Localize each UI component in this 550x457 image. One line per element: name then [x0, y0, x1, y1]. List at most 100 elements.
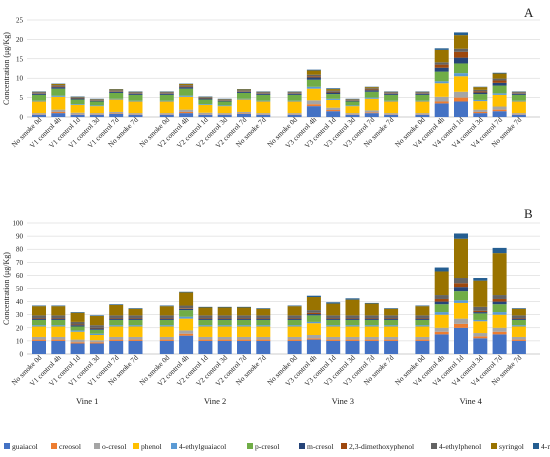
bar-segment: [384, 318, 399, 320]
bar-segment: [345, 319, 360, 326]
bar-segment: [384, 339, 399, 341]
bar-segment: [473, 109, 488, 112]
bar-segment: [89, 340, 104, 343]
bar-segment: [415, 340, 430, 354]
bar-segment: [256, 317, 271, 319]
bar-segment: [415, 317, 430, 319]
bar-segment: [32, 340, 46, 354]
bar-segment: [89, 315, 104, 317]
bar-segment: [128, 93, 143, 95]
bar-segment: [51, 305, 66, 307]
bar-segment: [89, 329, 104, 334]
bar-segment: [51, 339, 66, 341]
bar-segment: [32, 93, 46, 95]
bar-segment: [89, 100, 104, 102]
bar-segment: [434, 271, 449, 296]
bar-segment: [384, 317, 399, 319]
bar-segment: [306, 86, 321, 89]
bar-segment: [128, 308, 143, 309]
y-tick-label: 20: [16, 324, 24, 332]
bar-segment: [434, 64, 449, 68]
bar-segment: [89, 101, 104, 106]
bar-segment: [89, 327, 104, 329]
bar-segment: [384, 336, 399, 340]
bar-segment: [128, 94, 143, 101]
bar-segment: [70, 343, 85, 354]
bar-segment: [492, 93, 507, 95]
bar-segment: [434, 83, 449, 97]
bar-segment: [89, 328, 104, 330]
bar-segment: [256, 319, 271, 326]
bar-segment: [217, 99, 232, 101]
bar-segment: [51, 109, 66, 112]
bar-segment: [32, 315, 46, 318]
bar-segment: [326, 336, 341, 340]
bar-segment: [89, 343, 104, 354]
bar-segment: [217, 319, 232, 326]
bar-segment: [326, 317, 341, 319]
bar-segment: [32, 339, 46, 341]
bar-segment: [70, 339, 85, 343]
bar-segment: [51, 113, 66, 117]
bar-segment: [434, 295, 449, 299]
bar-segment: [217, 318, 232, 320]
bar-segment: [32, 336, 46, 340]
bar-segment: [70, 330, 85, 332]
bar-segment: [89, 325, 104, 328]
bar-segment: [287, 339, 302, 341]
bar-segment: [237, 326, 251, 337]
y-tick-label: 10: [16, 75, 24, 83]
bar-segment: [70, 326, 85, 331]
bar-segment: [32, 318, 46, 320]
bar-segment: [159, 319, 174, 326]
y-tick-label: 0: [20, 114, 24, 122]
bar-segment: [511, 326, 526, 337]
bar-segment: [492, 331, 507, 335]
bar-segment: [159, 93, 174, 95]
bar-segment: [473, 92, 488, 95]
bar-segment: [306, 79, 321, 87]
bar-segment: [198, 336, 213, 340]
bar-segment: [492, 78, 507, 81]
bar-segment: [306, 323, 321, 336]
bar-segment: [415, 114, 430, 117]
bar-segment: [256, 114, 271, 117]
bar-segment: [364, 303, 379, 316]
bar-segment: [128, 325, 143, 327]
bar-segment: [32, 94, 46, 101]
bar-segment: [345, 105, 360, 107]
bar-segment: [237, 89, 251, 91]
bar-segment: [217, 315, 232, 318]
bar-segment: [70, 97, 85, 98]
bar-segment: [256, 315, 271, 318]
bar-segment: [434, 49, 449, 63]
legend-swatch: [94, 443, 100, 449]
y-tick-label: 80: [16, 246, 24, 254]
bar-segment: [511, 114, 526, 117]
bar-segment: [70, 312, 85, 313]
bar-segment: [237, 307, 251, 316]
bar-segment: [306, 312, 321, 315]
bar-segment: [89, 335, 104, 341]
bar-segment: [109, 91, 124, 93]
legend-label: m-cresol: [307, 442, 334, 451]
bar-segment: [128, 340, 143, 354]
bar-segment: [32, 100, 46, 102]
bar-segment: [434, 301, 449, 305]
bar-segment: [217, 307, 232, 316]
bar-segment: [198, 326, 213, 337]
bar-segment: [256, 336, 271, 340]
bar-segment: [492, 334, 507, 354]
bar-segment: [217, 114, 232, 117]
bar-segment: [287, 318, 302, 320]
bar-segment: [454, 291, 468, 301]
bar-segment: [415, 318, 430, 320]
bar-segment: [217, 100, 232, 102]
bar-segment: [32, 92, 46, 94]
bar-segment: [415, 319, 430, 326]
bar-segment: [454, 327, 468, 354]
bar-segment: [473, 280, 488, 307]
bar-segment: [434, 62, 449, 65]
bar-segment: [32, 317, 46, 319]
